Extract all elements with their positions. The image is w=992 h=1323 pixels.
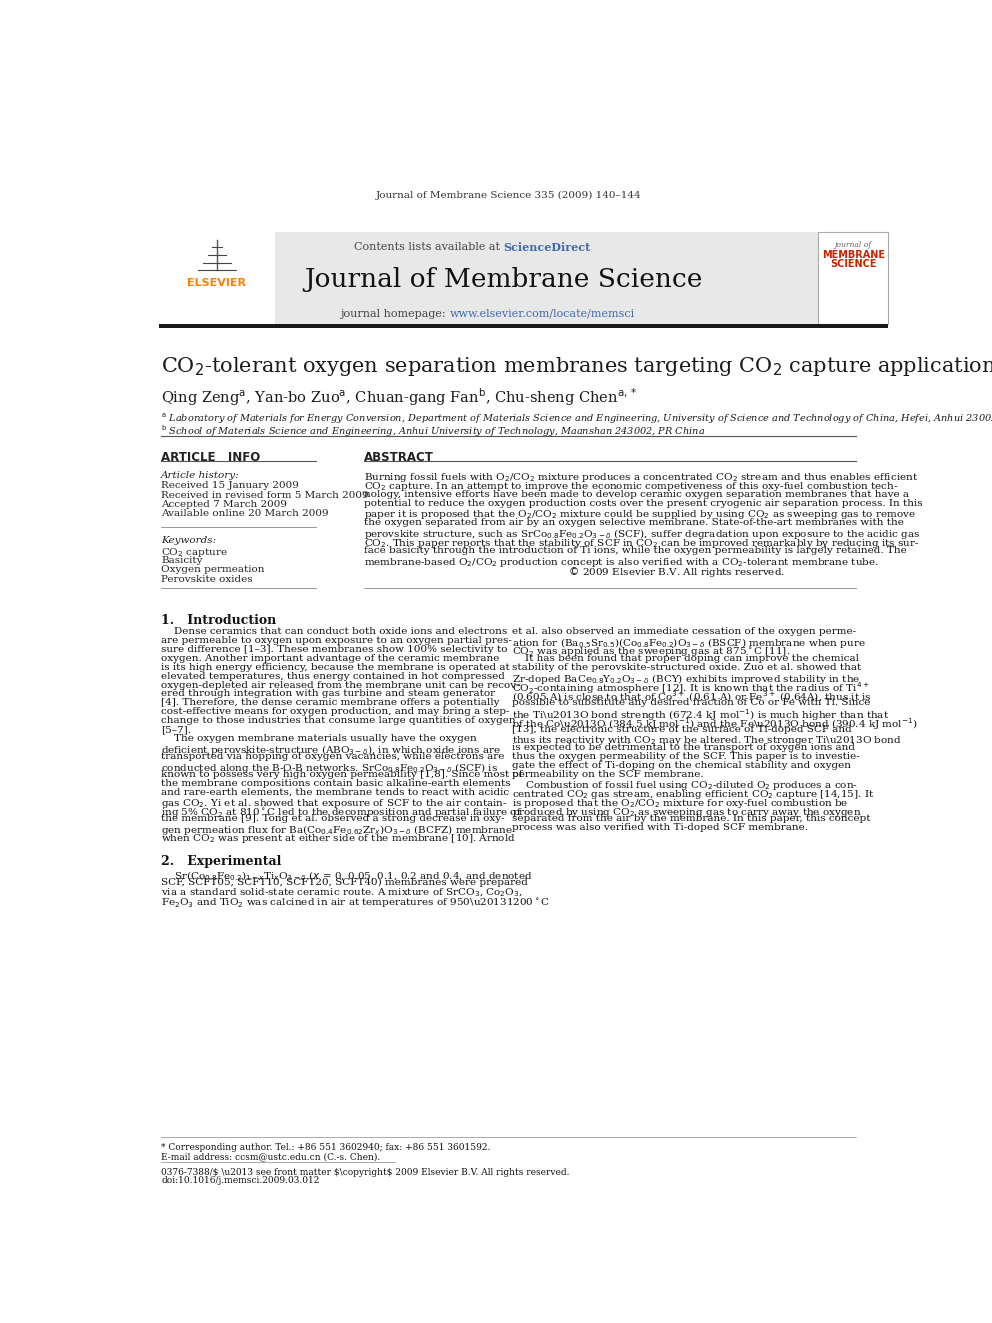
Text: face basicity through the introduction of Ti ions, while the oxygen permeability: face basicity through the introduction o…: [364, 546, 907, 556]
Text: centrated CO$_2$ gas stream, enabling efficient CO$_2$ capture [14,15]. It: centrated CO$_2$ gas stream, enabling ef…: [512, 787, 874, 800]
Text: when CO$_2$ was present at either side of the membrane [10]. Arnold: when CO$_2$ was present at either side o…: [161, 832, 516, 845]
Text: gas CO$_2$. Yi et al. showed that exposure of SCF to the air contain-: gas CO$_2$. Yi et al. showed that exposu…: [161, 796, 508, 810]
Text: SCIENCE: SCIENCE: [830, 259, 877, 269]
Bar: [159, 232, 275, 324]
Text: is expected to be detrimental to the transport of oxygen ions and: is expected to be detrimental to the tra…: [512, 744, 854, 751]
Text: deficient perovskite-structure (ABO$_{3-\delta}$), in which oxide ions are: deficient perovskite-structure (ABO$_{3-…: [161, 744, 501, 757]
Text: $\copyright$ 2009 Elsevier B.V. All rights reserved.: $\copyright$ 2009 Elsevier B.V. All righ…: [364, 565, 786, 579]
Text: MEMBRANE: MEMBRANE: [821, 250, 885, 259]
Text: Zr-doped BaCe$_{0.8}$Y$_{0.2}$O$_{3-\delta}$ (BCY) exhibits improved stability i: Zr-doped BaCe$_{0.8}$Y$_{0.2}$O$_{3-\del…: [512, 672, 860, 685]
Text: [4]. Therefore, the dense ceramic membrane offers a potentially: [4]. Therefore, the dense ceramic membra…: [161, 699, 500, 708]
Text: separated from the air by the membrane. In this paper, this concept: separated from the air by the membrane. …: [512, 815, 870, 823]
Text: Dense ceramics that can conduct both oxide ions and electrons: Dense ceramics that can conduct both oxi…: [161, 627, 508, 636]
Text: thus the oxygen permeability of the SCF. This paper is to investie-: thus the oxygen permeability of the SCF.…: [512, 751, 859, 761]
Text: the membrane compositions contain basic alkaline-earth elements: the membrane compositions contain basic …: [161, 779, 511, 787]
Text: * Corresponding author. Tel.: +86 551 3602940; fax: +86 551 3601592.: * Corresponding author. Tel.: +86 551 36…: [161, 1143, 491, 1152]
Text: CO$_2$ was applied as the sweeping gas at 875$^\circ$C [11].: CO$_2$ was applied as the sweeping gas a…: [512, 644, 790, 659]
Text: Received 15 January 2009: Received 15 January 2009: [161, 482, 299, 491]
Text: of the Co\u2013O (384.5 kJ mol$^{-1}$) and the Fe\u2013O bond (390.4 kJ mol$^{-1: of the Co\u2013O (384.5 kJ mol$^{-1}$) a…: [512, 716, 918, 732]
Text: CO$_2$-tolerant oxygen separation membranes targeting CO$_2$ capture application: CO$_2$-tolerant oxygen separation membra…: [161, 355, 992, 378]
Text: SCF, SCFT05, SCFT10, SCFT20, SCFT40) membranes were prepared: SCF, SCFT05, SCFT10, SCFT20, SCFT40) mem…: [161, 878, 528, 886]
Text: potential to reduce the oxygen production costs over the present cryogenic air s: potential to reduce the oxygen productio…: [364, 499, 923, 508]
Text: Available online 20 March 2009: Available online 20 March 2009: [161, 509, 328, 519]
Text: paper it is proposed that the O$_2$/CO$_2$ mixture could be supplied by using CO: paper it is proposed that the O$_2$/CO$_…: [364, 508, 916, 521]
Text: CO$_2$ capture: CO$_2$ capture: [161, 546, 228, 560]
Text: [13], the electronic structure of the surface of Ti-doped SCF and: [13], the electronic structure of the su…: [512, 725, 851, 734]
Text: gate the effect of Ti-doping on the chemical stability and oxygen: gate the effect of Ti-doping on the chem…: [512, 761, 850, 770]
Text: Combustion of fossil fuel using CO$_2$-diluted O$_2$ produces a con-: Combustion of fossil fuel using CO$_2$-d…: [512, 779, 857, 791]
Text: Contents lists available at: Contents lists available at: [354, 242, 504, 251]
Text: ABSTRACT: ABSTRACT: [364, 451, 434, 464]
Text: Accepted 7 March 2009: Accepted 7 March 2009: [161, 500, 288, 509]
Bar: [159, 232, 817, 324]
Text: the membrane [9]. Tong et al. observed a strong decrease in oxy-: the membrane [9]. Tong et al. observed a…: [161, 815, 505, 823]
Text: change to those industries that consume large quantities of oxygen: change to those industries that consume …: [161, 716, 516, 725]
Text: are permeable to oxygen upon exposure to an oxygen partial pres-: are permeable to oxygen upon exposure to…: [161, 636, 512, 644]
Text: $^{\rm a}$ Laboratory of Materials for Energy Conversion, Department of Material: $^{\rm a}$ Laboratory of Materials for E…: [161, 411, 992, 426]
Text: gen permeation flux for Ba(Co$_{0.4}$Fe$_{0.62}$Zr$_x$)O$_{3-\delta}$ (BCFZ) mem: gen permeation flux for Ba(Co$_{0.4}$Fe$…: [161, 823, 513, 837]
Text: Keywords:: Keywords:: [161, 536, 216, 545]
Text: doi:10.1016/j.memsci.2009.03.012: doi:10.1016/j.memsci.2009.03.012: [161, 1176, 319, 1185]
Text: 2.   Experimental: 2. Experimental: [161, 855, 282, 868]
Text: the Ti\u2013O bond strength (672.4 kJ mol$^{-1}$) is much higher than that: the Ti\u2013O bond strength (672.4 kJ mo…: [512, 708, 889, 724]
Text: ARTICLE   INFO: ARTICLE INFO: [161, 451, 261, 464]
Text: Journal of Membrane Science: Journal of Membrane Science: [305, 266, 703, 291]
Text: stability of the perovskite-structured oxide. Zuo et al. showed that: stability of the perovskite-structured o…: [512, 663, 861, 672]
Text: (0.605 A) is close to that of Co$^{3+}$ (0.61 A) or Fe$^{3+}$ (0.64A), thus it i: (0.605 A) is close to that of Co$^{3+}$ …: [512, 689, 871, 704]
Text: conducted along the B-O-B networks. SrCo$_{0.8}$Fe$_{0.2}$O$_{3-\delta}$ (SCF) i: conducted along the B-O-B networks. SrCo…: [161, 761, 498, 775]
Bar: [159, 324, 888, 328]
Text: Oxygen permeation: Oxygen permeation: [161, 565, 265, 574]
Text: is proposed that the O$_2$/CO$_2$ mixture for oxy-fuel combustion be: is proposed that the O$_2$/CO$_2$ mixtur…: [512, 796, 848, 810]
Text: 0376-7388/$ \u2013 see front matter $\copyright$ 2009 Elsevier B.V. All rights r: 0376-7388/$ \u2013 see front matter $\co…: [161, 1168, 569, 1177]
Text: the oxygen separated from air by an oxygen selective membrane. State-of-the-art : the oxygen separated from air by an oxyg…: [364, 519, 904, 527]
Text: ered through integration with gas turbine and steam generator: ered through integration with gas turbin…: [161, 689, 495, 699]
Text: sure difference [1–3]. These membranes show 100% selectivity to: sure difference [1–3]. These membranes s…: [161, 644, 508, 654]
Text: journal of: journal of: [834, 241, 872, 249]
Text: Article history:: Article history:: [161, 471, 240, 480]
Text: cost-effective means for oxygen production, and may bring a step-: cost-effective means for oxygen producti…: [161, 708, 510, 716]
Text: It has been found that proper doping can improve the chemical: It has been found that proper doping can…: [512, 654, 858, 663]
Text: ELSEVIER: ELSEVIER: [187, 278, 246, 288]
Text: journal homepage:: journal homepage:: [340, 308, 449, 319]
Text: oxygen. Another important advantage of the ceramic membrane: oxygen. Another important advantage of t…: [161, 654, 500, 663]
Text: E-mail address: ccsm@ustc.edu.cn (C.-s. Chen).: E-mail address: ccsm@ustc.edu.cn (C.-s. …: [161, 1152, 381, 1162]
Text: is its high energy efficiency, because the membrane is operated at: is its high energy efficiency, because t…: [161, 663, 510, 672]
Text: ing 5% CO$_2$ at 810$^\circ$C led to the decomposition and partial failure of: ing 5% CO$_2$ at 810$^\circ$C led to the…: [161, 806, 523, 819]
Text: www.elsevier.com/locate/memsci: www.elsevier.com/locate/memsci: [449, 308, 635, 319]
Text: transported via hopping of oxygen vacancies, while electrons are: transported via hopping of oxygen vacanc…: [161, 751, 505, 761]
Text: process was also verified with Ti-doped SCF membrane.: process was also verified with Ti-doped …: [512, 823, 807, 832]
Text: ScienceDirect: ScienceDirect: [504, 242, 591, 253]
Bar: [818, 232, 888, 324]
Text: CO$_2$. This paper reports that the stability of SCF in CO$_2$ can be improved r: CO$_2$. This paper reports that the stab…: [364, 537, 920, 550]
Text: $^{\rm b}$ School of Materials Science and Engineering, Anhui University of Tech: $^{\rm b}$ School of Materials Science a…: [161, 423, 705, 439]
Text: CO$_2$-containing atmosphere [12]. It is known that the radius of Ti$^{4+}$: CO$_2$-containing atmosphere [12]. It is…: [512, 680, 869, 696]
Text: Burning fossil fuels with O$_2$/CO$_2$ mixture produces a concentrated CO$_2$ st: Burning fossil fuels with O$_2$/CO$_2$ m…: [364, 471, 919, 484]
Text: produced by using CO$_2$ as sweeping gas to carry away the oxygen: produced by using CO$_2$ as sweeping gas…: [512, 806, 861, 819]
Text: elevated temperatures, thus energy contained in hot compressed: elevated temperatures, thus energy conta…: [161, 672, 505, 680]
Text: oxygen-depleted air released from the membrane unit can be recov-: oxygen-depleted air released from the me…: [161, 680, 520, 689]
Text: perovskite structure, such as SrCo$_{0.8}$Fe$_{0.2}$O$_{3-\delta}$ (SCF), suffer: perovskite structure, such as SrCo$_{0.8…: [364, 528, 921, 541]
Text: membrane-based O$_2$/CO$_2$ production concept is also verified with a CO$_2$-to: membrane-based O$_2$/CO$_2$ production c…: [364, 556, 879, 569]
Text: Journal of Membrane Science 335 (2009) 140–144: Journal of Membrane Science 335 (2009) 1…: [376, 191, 641, 200]
Text: known to possess very high oxygen permeability [1,8]. Since most of: known to possess very high oxygen permea…: [161, 770, 523, 779]
Text: Fe$_2$O$_3$ and TiO$_2$ was calcined in air at temperatures of 950\u20131200$^\c: Fe$_2$O$_3$ and TiO$_2$ was calcined in …: [161, 896, 550, 910]
Text: via a standard solid-state ceramic route. A mixture of SrCO$_3$, Co$_2$O$_3$,: via a standard solid-state ceramic route…: [161, 886, 523, 900]
Text: The oxygen membrane materials usually have the oxygen: The oxygen membrane materials usually ha…: [161, 734, 477, 744]
Text: Qing Zeng$^{\rm a}$, Yan-bo Zuo$^{\rm a}$, Chuan-gang Fan$^{\rm b}$, Chu-sheng C: Qing Zeng$^{\rm a}$, Yan-bo Zuo$^{\rm a}…: [161, 386, 638, 407]
Text: 1.   Introduction: 1. Introduction: [161, 614, 277, 627]
Text: possible to substitute any desired fraction of Co or Fe with Ti. Since: possible to substitute any desired fract…: [512, 699, 870, 708]
Text: et al. also observed an immediate cessation of the oxygen perme-: et al. also observed an immediate cessat…: [512, 627, 856, 636]
Text: Basicity: Basicity: [161, 556, 202, 565]
Text: permeability on the SCF membrane.: permeability on the SCF membrane.: [512, 770, 703, 779]
Text: nology, intensive efforts have been made to develop ceramic oxygen separation me: nology, intensive efforts have been made…: [364, 490, 910, 499]
Text: Received in revised form 5 March 2009: Received in revised form 5 March 2009: [161, 491, 369, 500]
Text: ation for (Ba$_{0.5}$Sr$_{0.5}$)(Co$_{0.8}$Fe$_{0.2}$)O$_{3-\delta}$ (BSCF) memb: ation for (Ba$_{0.5}$Sr$_{0.5}$)(Co$_{0.…: [512, 636, 865, 650]
Text: Perovskite oxides: Perovskite oxides: [161, 576, 253, 583]
Text: Sr(Co$_{0.8}$Fe$_{0.2}$)$_{1-x}$Ti$_x$O$_{3-\delta}$ ($x$ = 0, 0.05, 0.1, 0.2 an: Sr(Co$_{0.8}$Fe$_{0.2}$)$_{1-x}$Ti$_x$O$…: [161, 869, 533, 882]
Text: [5–7].: [5–7].: [161, 725, 191, 734]
Text: CO$_2$ capture. In an attempt to improve the economic competiveness of this oxy-: CO$_2$ capture. In an attempt to improve…: [364, 480, 899, 493]
Text: thus its reactivity with CO$_2$ may be altered. The stronger Ti\u2013O bond: thus its reactivity with CO$_2$ may be a…: [512, 734, 902, 747]
Text: and rare-earth elements, the membrane tends to react with acidic: and rare-earth elements, the membrane te…: [161, 787, 509, 796]
